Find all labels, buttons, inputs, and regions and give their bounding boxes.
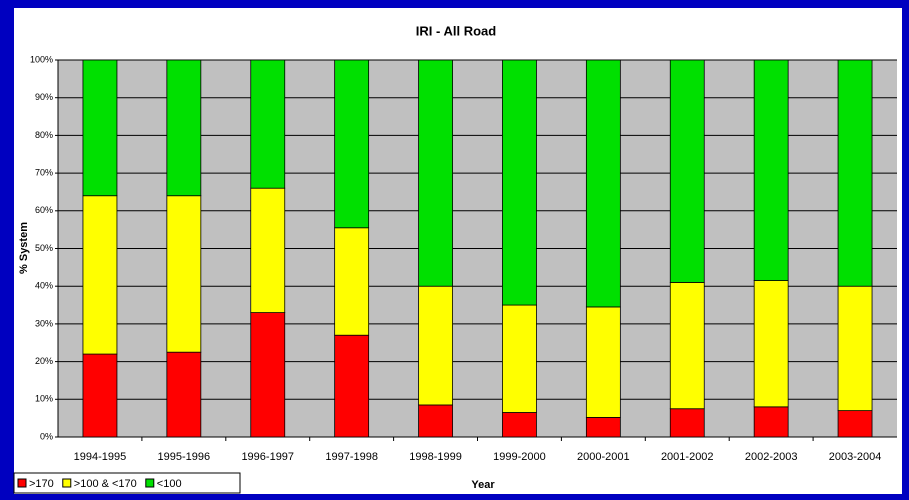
x-tick-label: 1994-1995	[74, 451, 127, 463]
bar-segment	[250, 312, 286, 438]
y-tick-label: 0%	[40, 431, 53, 441]
y-tick-label: 10%	[35, 394, 53, 404]
x-tick-label: 2001-2002	[661, 451, 714, 463]
y-tick-label: 50%	[35, 243, 53, 253]
legend-swatch	[145, 478, 155, 488]
x-tick-label: 1996-1997	[241, 451, 294, 463]
bar-segment	[837, 285, 873, 412]
y-tick-label: 80%	[35, 130, 53, 140]
y-tick-label: 20%	[35, 356, 53, 366]
bar-segment	[753, 406, 789, 438]
bar-segment	[418, 59, 453, 287]
x-tick-label: 1997-1998	[325, 451, 378, 463]
bar-segment	[82, 195, 118, 355]
bar-segment	[82, 59, 118, 197]
bar-segment	[334, 59, 370, 229]
bar-segment	[753, 280, 789, 408]
legend-label: <100	[157, 478, 182, 490]
bar-segment	[502, 304, 537, 413]
y-tick-label: 90%	[35, 92, 53, 102]
chart-title: IRI - All Road	[416, 23, 496, 38]
bar-segment	[837, 410, 873, 438]
y-tick-label: 70%	[35, 167, 53, 177]
x-tick-label: 1998-1999	[409, 451, 462, 463]
bar-segment	[334, 227, 370, 336]
y-tick-label: 100%	[30, 54, 53, 64]
bar-segment	[502, 412, 537, 438]
x-tick-label: 1999-2000	[493, 451, 546, 463]
bar-segment	[753, 59, 789, 281]
legend-swatch	[17, 478, 27, 488]
bar-segment	[166, 351, 202, 438]
bar-segment	[585, 59, 621, 308]
bar-segment	[250, 59, 286, 189]
y-tick-label: 40%	[35, 281, 53, 291]
x-axis-label: Year	[471, 479, 495, 491]
legend-label: >100 & <170	[74, 478, 137, 490]
legend-label: >170	[29, 478, 54, 490]
y-tick-label: 60%	[35, 205, 53, 215]
bar-segment	[669, 282, 705, 410]
x-tick-label: 2003-2004	[829, 451, 882, 463]
legend	[13, 472, 241, 494]
x-tick-label: 1995-1996	[158, 451, 211, 463]
legend-swatch	[62, 478, 72, 488]
bar-segment	[418, 404, 453, 438]
bar-segment	[166, 195, 202, 353]
bar-segment	[250, 187, 286, 313]
bar-segment	[166, 59, 202, 197]
x-tick-label: 2000-2001	[577, 451, 630, 463]
bar-segment	[669, 408, 705, 438]
bar-segment	[669, 59, 705, 283]
bar-segment	[502, 59, 537, 306]
x-tick-label: 2002-2003	[745, 451, 798, 463]
bar-segment	[585, 306, 621, 418]
bar-segment	[585, 416, 621, 438]
bar-segment	[837, 59, 873, 287]
y-axis-label: % System	[18, 222, 30, 274]
bar-segment	[82, 353, 118, 438]
y-tick-label: 30%	[35, 318, 53, 328]
bar-segment	[334, 334, 370, 438]
bar-segment	[418, 285, 453, 406]
